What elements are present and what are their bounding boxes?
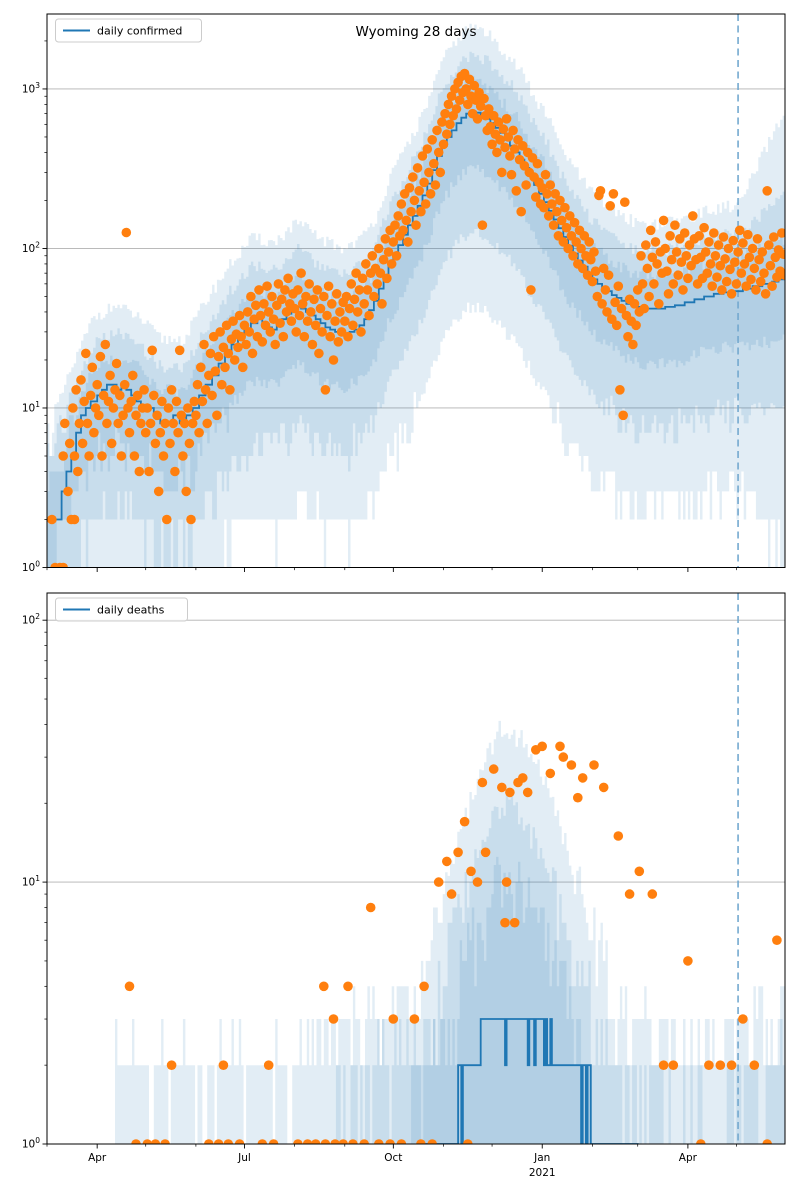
deaths-y-axis: 100 101 102 <box>22 612 47 1151</box>
confirmed-uncertainty-band-outer <box>47 23 785 568</box>
x-tick-label: Apr <box>88 1152 107 1164</box>
legend-label: daily confirmed <box>97 25 182 38</box>
y-tick-label: 101 <box>22 400 40 415</box>
x-tick-label: Oct <box>384 1152 402 1164</box>
legend-label: daily deaths <box>97 604 165 617</box>
deaths-uncertainty-band-inner <box>47 856 785 1144</box>
confirmed-x-axis <box>46 567 737 572</box>
confirmed-plot-border <box>46 13 786 568</box>
deaths-x-axis: Apr Jul Oct Jan 2021 Apr <box>46 1144 737 1179</box>
y-tick-label: 100 <box>22 560 40 575</box>
confirmed-scatter-points <box>47 68 785 568</box>
deaths-uncertainty-band-outer <box>47 720 785 1144</box>
deaths-median-line <box>420 1018 639 1144</box>
deaths-scatter-points <box>124 741 782 1144</box>
deaths-uncertainty-band-middle <box>47 792 785 1144</box>
chart-title: Wyoming 28 days <box>355 24 476 40</box>
legend-box <box>55 18 202 43</box>
y-tick-label: 102 <box>22 612 40 627</box>
x-tick-year-label: 2021 <box>529 1167 556 1179</box>
legend-box <box>55 597 188 622</box>
y-tick-label: 103 <box>22 81 40 96</box>
x-tick-label: Apr <box>679 1152 698 1164</box>
y-tick-label: 100 <box>22 1136 40 1151</box>
confirmed-legend[interactable]: daily confirmed <box>55 18 202 43</box>
x-tick-label: Jul <box>237 1152 251 1164</box>
y-tick-label: 102 <box>22 240 40 255</box>
confirmed-uncertainty-band-middle <box>47 51 785 568</box>
confirmed-panel: 100 101 102 103 Wyoming 28 days daily confirm… <box>22 13 786 575</box>
confirmed-y-axis: 100 101 102 103 <box>22 40 47 575</box>
deaths-legend[interactable]: daily deaths <box>55 597 188 622</box>
deaths-panel: 100 101 102 Apr Jul Oct Jan 2021 Apr daily deaths <box>22 592 786 1179</box>
x-tick-label: Jan <box>533 1152 550 1164</box>
y-tick-label: 101 <box>22 874 40 889</box>
deaths-plot-border <box>46 592 786 1145</box>
